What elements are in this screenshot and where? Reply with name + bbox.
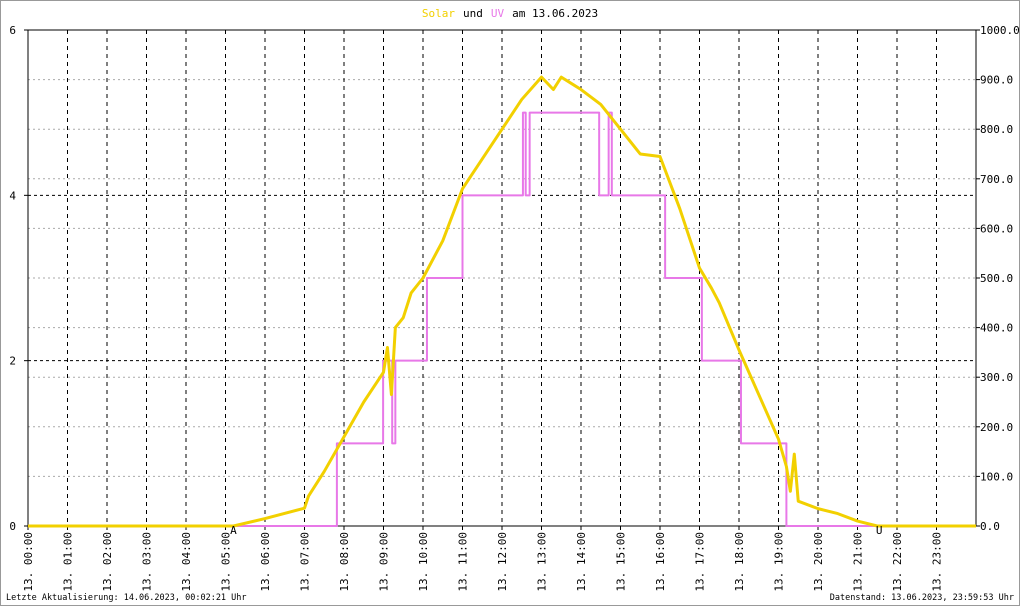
x-tick-label: 13. 07:00 (299, 532, 312, 592)
title-suffix: am 13.06.2023 (512, 7, 598, 20)
footer-right: Datenstand: 13.06.2023, 23:59:53 Uhr (830, 593, 1014, 603)
y2-tick-label: 400.0 (980, 322, 1013, 335)
x-tick-label: 13. 14:00 (575, 532, 588, 592)
y-tick-label: 0 (9, 520, 16, 533)
x-tick-label: 13. 06:00 (259, 532, 272, 592)
x-tick-label: 13. 01:00 (62, 532, 75, 592)
y2-tick-label: 100.0 (980, 470, 1013, 483)
x-tick-label: 13. 02:00 (101, 532, 114, 592)
x-tick-label: 13. 10:00 (417, 532, 430, 592)
y-tick-label: 6 (9, 24, 16, 37)
chart-title: Solar und UV am 13.06.2023 (422, 7, 598, 20)
x-tick-label: 13. 13:00 (536, 532, 549, 592)
y2-tick-label: 700.0 (980, 173, 1013, 186)
y2-tick-label: 200.0 (980, 421, 1013, 434)
x-tick-label: 13. 09:00 (378, 532, 391, 592)
x-tick-label: 13. 23:00 (931, 532, 944, 592)
y-tick-label: 2 (9, 355, 16, 368)
x-tick-label: 13. 11:00 (457, 532, 470, 592)
x-tick-label: 13. 22:00 (891, 532, 904, 592)
x-tick-label: 13. 03:00 (141, 532, 154, 592)
x-tick-label: 13. 08:00 (338, 532, 351, 592)
y2-tick-label: 500.0 (980, 272, 1013, 285)
footer-left: Letzte Aktualisierung: 14.06.2023, 00:02… (6, 593, 247, 603)
x-tick-label: 13. 15:00 (615, 532, 628, 592)
x-tick-label: 13. 16:00 (654, 532, 667, 592)
x-tick-label: 13. 00:00 (22, 532, 35, 592)
series-line (28, 75, 976, 528)
y2-tick-label: 1000.0 (980, 24, 1020, 37)
y2-tick-label: 600.0 (980, 222, 1013, 235)
y2-tick-label: 800.0 (980, 123, 1013, 136)
x-tick-label: 13. 19:00 (773, 532, 786, 592)
x-tick-label: 13. 18:00 (733, 532, 746, 592)
x-tick-label: 13. 20:00 (812, 532, 825, 592)
x-tick-label: 13. 12:00 (496, 532, 509, 592)
x-tick-label: 13. 21:00 (852, 532, 865, 592)
x-tick-label: 13. 04:00 (180, 532, 193, 592)
title-solar: Solar (422, 7, 455, 20)
y2-tick-label: 0.0 (980, 520, 1000, 533)
annotation: U (876, 524, 883, 537)
annotation: A (230, 524, 237, 537)
x-tick-label: 13. 17:00 (694, 532, 707, 592)
y-tick-label: 4 (9, 189, 16, 202)
y2-tick-label: 900.0 (980, 74, 1013, 87)
series-line (28, 111, 976, 527)
plot-border (27, 29, 977, 527)
y2-tick-label: 300.0 (980, 371, 1013, 384)
title-uv: UV (491, 7, 505, 20)
title-join: und (463, 7, 483, 20)
x-tick-label: 13. 05:00 (220, 532, 233, 592)
